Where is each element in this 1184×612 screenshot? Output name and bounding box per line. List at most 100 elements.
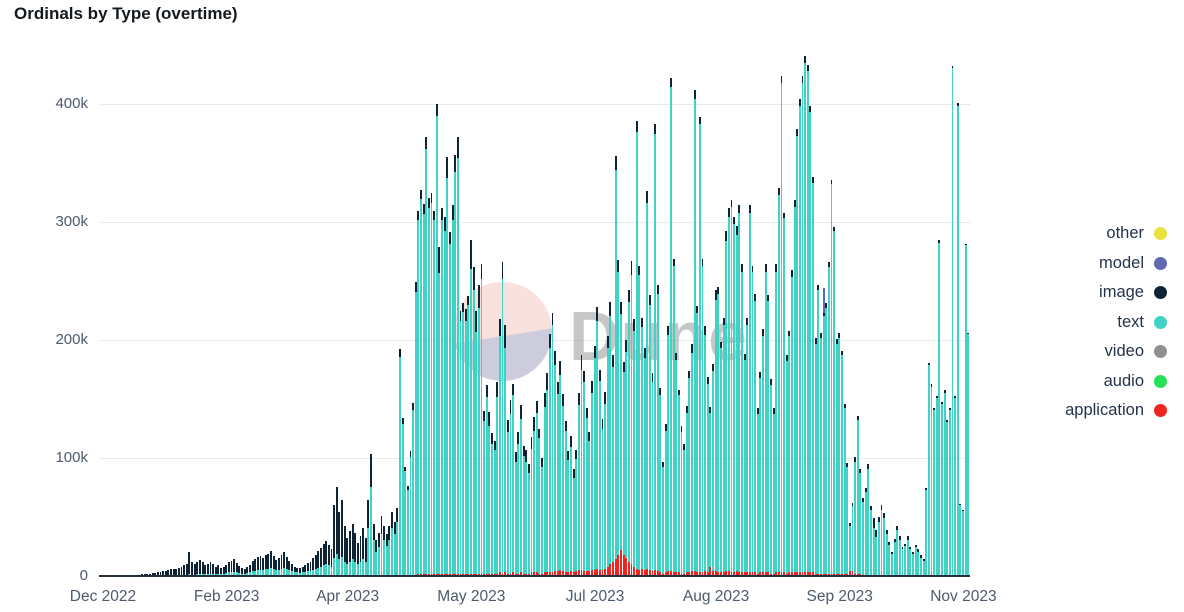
stacked-bar-67[interactable] xyxy=(275,57,278,576)
stacked-bar-79[interactable] xyxy=(306,57,309,576)
stacked-bar-94[interactable] xyxy=(346,57,349,576)
stacked-bar-218[interactable] xyxy=(672,57,675,576)
stacked-bar-224[interactable] xyxy=(688,57,691,576)
stacked-bar-187[interactable] xyxy=(591,57,593,576)
stacked-bar-101[interactable] xyxy=(364,57,367,576)
stacked-bar-286[interactable] xyxy=(851,57,854,576)
legend-item-text[interactable]: text xyxy=(1065,308,1167,338)
stacked-bar-143[interactable] xyxy=(475,57,478,576)
stacked-bar-212[interactable] xyxy=(656,57,659,576)
stacked-bar-93[interactable] xyxy=(343,57,346,576)
stacked-bar-241[interactable] xyxy=(733,57,736,576)
stacked-bar-57[interactable] xyxy=(248,57,251,576)
stacked-bar-137[interactable] xyxy=(459,57,462,576)
stacked-bar-176[interactable] xyxy=(562,57,565,576)
stacked-bar-158[interactable] xyxy=(514,57,517,576)
stacked-bar-186[interactable] xyxy=(588,57,591,576)
stacked-bar-6[interactable] xyxy=(114,57,117,576)
stacked-bar-104[interactable] xyxy=(372,57,375,576)
stacked-bar-0[interactable] xyxy=(99,57,101,576)
stacked-bar-25[interactable] xyxy=(164,57,167,576)
stacked-bar-148[interactable] xyxy=(488,57,491,576)
stacked-bar-114[interactable] xyxy=(398,57,401,576)
stacked-bar-157[interactable] xyxy=(512,57,515,576)
stacked-bar-283[interactable] xyxy=(843,57,846,576)
stacked-bar-77[interactable] xyxy=(301,57,304,576)
stacked-bar-141[interactable] xyxy=(470,57,472,576)
stacked-bar-301[interactable] xyxy=(891,57,893,576)
stacked-bar-56[interactable] xyxy=(246,57,249,576)
stacked-bar-160[interactable] xyxy=(520,57,522,576)
stacked-bar-300[interactable] xyxy=(888,57,891,576)
stacked-bar-291[interactable] xyxy=(864,57,867,576)
stacked-bar-232[interactable] xyxy=(709,57,712,576)
stacked-bar-119[interactable] xyxy=(412,57,415,576)
stacked-bar-34[interactable] xyxy=(188,57,191,576)
stacked-bar-18[interactable] xyxy=(146,57,149,576)
stacked-bar-307[interactable] xyxy=(906,57,909,576)
stacked-bar-229[interactable] xyxy=(701,57,704,576)
stacked-bar-255[interactable] xyxy=(770,57,772,576)
stacked-bar-225[interactable] xyxy=(691,57,693,576)
stacked-bar-219[interactable] xyxy=(675,57,678,576)
stacked-bar-312[interactable] xyxy=(920,57,922,576)
stacked-bar-124[interactable] xyxy=(425,57,428,576)
stacked-bar-28[interactable] xyxy=(172,57,175,576)
stacked-bar-289[interactable] xyxy=(859,57,862,576)
stacked-bar-324[interactable] xyxy=(951,57,954,576)
stacked-bar-128[interactable] xyxy=(435,57,438,576)
stacked-bar-152[interactable] xyxy=(498,57,501,576)
stacked-bar-227[interactable] xyxy=(696,57,699,576)
stacked-bar-320[interactable] xyxy=(941,57,943,576)
stacked-bar-120[interactable] xyxy=(414,57,417,576)
stacked-bar-162[interactable] xyxy=(525,57,528,576)
stacked-bar-146[interactable] xyxy=(483,57,486,576)
stacked-bar-149[interactable] xyxy=(491,57,493,576)
stacked-bar-271[interactable] xyxy=(812,57,814,576)
stacked-bar-26[interactable] xyxy=(167,57,170,576)
stacked-bar-111[interactable] xyxy=(391,57,393,576)
stacked-bar-309[interactable] xyxy=(912,57,914,576)
stacked-bar-20[interactable] xyxy=(151,57,154,576)
stacked-bar-88[interactable] xyxy=(330,57,333,576)
stacked-bar-121[interactable] xyxy=(417,57,420,576)
stacked-bar-97[interactable] xyxy=(354,57,357,576)
stacked-bar-31[interactable] xyxy=(180,57,183,576)
stacked-bar-247[interactable] xyxy=(748,57,751,576)
stacked-bar-89[interactable] xyxy=(333,57,336,576)
stacked-bar-125[interactable] xyxy=(427,57,430,576)
stacked-bar-71[interactable] xyxy=(285,57,288,576)
stacked-bar-200[interactable] xyxy=(625,57,628,576)
stacked-bar-70[interactable] xyxy=(283,57,286,576)
stacked-bar-177[interactable] xyxy=(564,57,567,576)
stacked-bar-262[interactable] xyxy=(788,57,791,576)
stacked-bar-51[interactable] xyxy=(233,57,236,576)
stacked-bar-181[interactable] xyxy=(575,57,578,576)
stacked-bar-313[interactable] xyxy=(922,57,925,576)
stacked-bar-192[interactable] xyxy=(604,57,607,576)
stacked-bar-226[interactable] xyxy=(693,57,696,576)
stacked-bar-19[interactable] xyxy=(148,57,151,576)
stacked-bar-167[interactable] xyxy=(538,57,541,576)
stacked-bar-161[interactable] xyxy=(522,57,525,576)
stacked-bar-39[interactable] xyxy=(201,57,204,576)
stacked-bar-17[interactable] xyxy=(143,57,146,576)
stacked-bar-304[interactable] xyxy=(898,57,901,576)
stacked-bar-310[interactable] xyxy=(914,57,917,576)
stacked-bar-190[interactable] xyxy=(598,57,601,576)
stacked-bar-308[interactable] xyxy=(909,57,912,576)
stacked-bar-197[interactable] xyxy=(617,57,620,576)
stacked-bar-273[interactable] xyxy=(817,57,820,576)
stacked-bar-199[interactable] xyxy=(622,57,625,576)
stacked-bar-244[interactable] xyxy=(741,57,743,576)
stacked-bar-50[interactable] xyxy=(230,57,233,576)
stacked-bar-72[interactable] xyxy=(288,57,291,576)
stacked-bar-272[interactable] xyxy=(814,57,817,576)
stacked-bar-189[interactable] xyxy=(596,57,599,576)
stacked-bar-318[interactable] xyxy=(935,57,938,576)
stacked-bar-74[interactable] xyxy=(293,57,296,576)
stacked-bar-92[interactable] xyxy=(341,57,343,576)
stacked-bar-264[interactable] xyxy=(793,57,796,576)
stacked-bar-258[interactable] xyxy=(777,57,780,576)
stacked-bar-326[interactable] xyxy=(956,57,959,576)
